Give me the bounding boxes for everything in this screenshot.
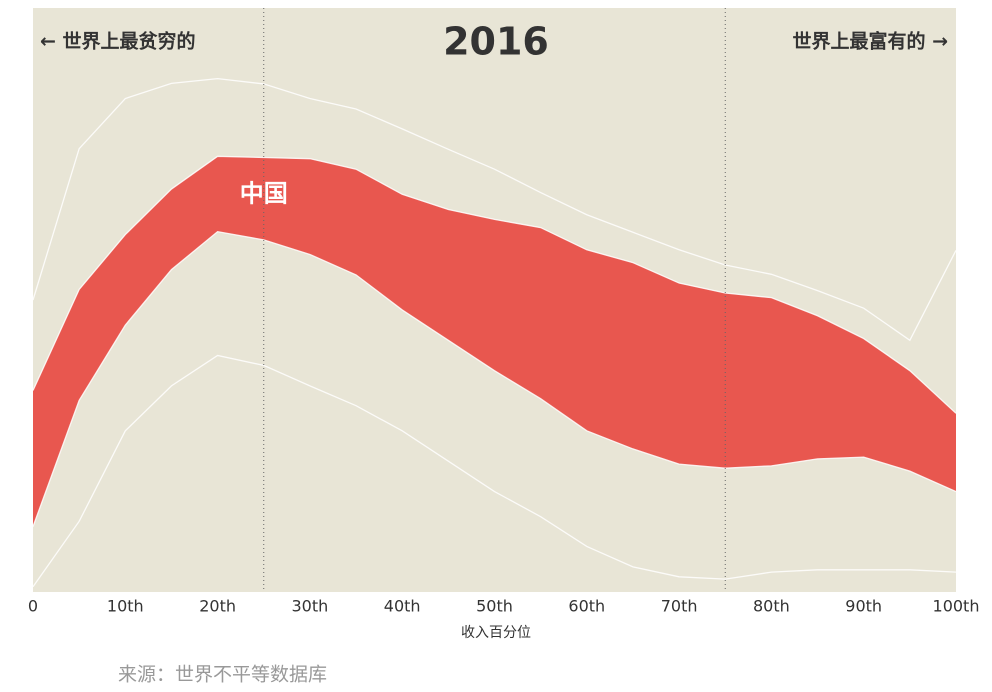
x-tick-label: 40th	[384, 597, 421, 616]
left-note: ← 世界上最贫穷的	[40, 30, 196, 53]
x-tick-label: 100th	[933, 597, 980, 616]
x-tick-label: 10th	[107, 597, 144, 616]
x-axis-label: 收入百分位	[461, 625, 531, 641]
area	[33, 78, 956, 414]
boundary-line	[32, 155, 957, 414]
x-tick-label: 50th	[476, 597, 513, 616]
source: 来源：世界不平等数据库	[118, 664, 327, 686]
x-tick-label: 20th	[199, 597, 236, 616]
x-tick-label: 80th	[753, 597, 790, 616]
x-tick-label: 0	[28, 597, 38, 616]
chart-title: 2016	[443, 20, 549, 64]
right-note: 世界上最富有的 →	[792, 30, 948, 53]
x-tick-label: 90th	[845, 597, 882, 616]
area	[33, 156, 956, 527]
x-tick-label: 70th	[661, 597, 698, 616]
x-tick-label: 60th	[568, 597, 605, 616]
x-tick-label: 30th	[292, 597, 329, 616]
boundary-line	[32, 230, 957, 527]
boundary-line	[32, 354, 957, 588]
boundary-line	[32, 78, 957, 342]
series-label: 中国	[240, 180, 288, 208]
